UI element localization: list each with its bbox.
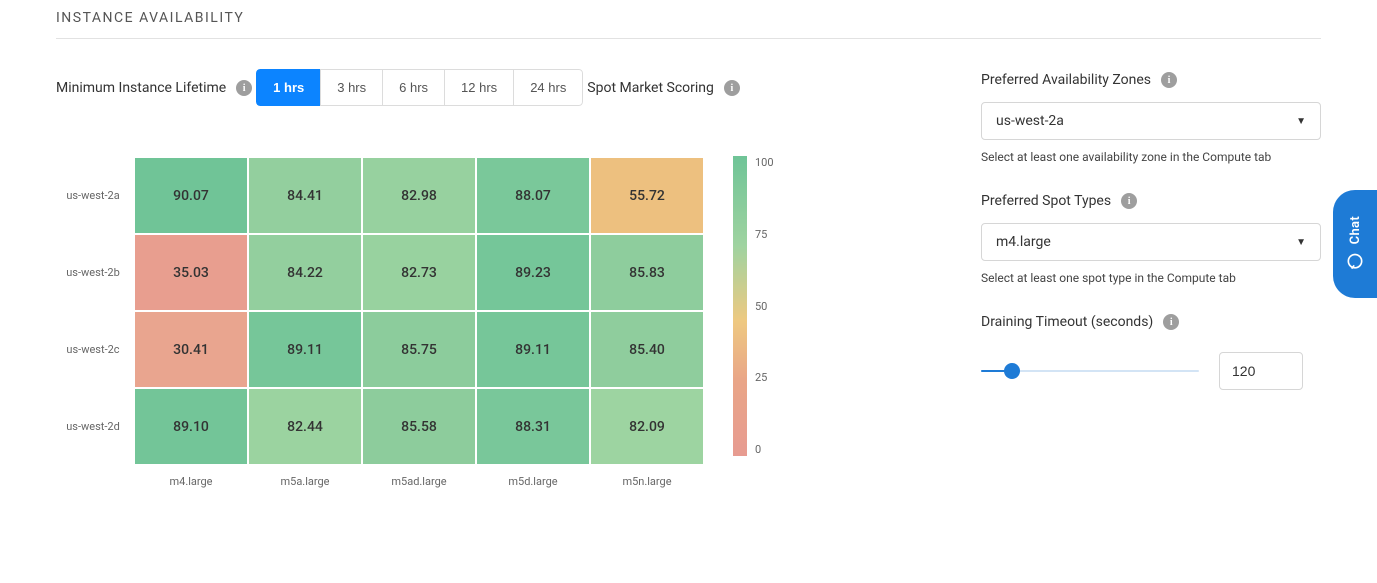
heatmap-cell[interactable]: 35.03 [135, 235, 247, 310]
section-title: INSTANCE AVAILABILITY [56, 10, 1321, 39]
colorbar-tick: 50 [755, 300, 774, 313]
heatmap-cell[interactable]: 82.09 [591, 389, 703, 464]
heatmap-cell[interactable]: 82.98 [363, 158, 475, 233]
heatmap-table: us-west-2a90.0784.4182.9888.0755.72 us-we… [56, 156, 705, 494]
chat-label: Chat [1348, 216, 1363, 244]
draining-input[interactable] [1219, 352, 1303, 390]
heatmap-row-label: us-west-2c [58, 312, 133, 387]
heatmap-cell[interactable]: 55.72 [591, 158, 703, 233]
info-icon[interactable]: i [236, 80, 252, 96]
az-select-value: us-west-2a [996, 113, 1064, 129]
heatmap-cell[interactable]: 89.23 [477, 235, 589, 310]
heatmap-col-label: m5a.large [249, 466, 361, 492]
heatmap-cell[interactable]: 89.10 [135, 389, 247, 464]
heatmap-row-label: us-west-2b [58, 235, 133, 310]
colorbar-tick: 25 [755, 371, 774, 384]
scoring-label: Spot Market Scoring i [587, 80, 740, 96]
lifetime-label: Minimum Instance Lifetime i [56, 80, 252, 96]
chevron-down-icon: ▼ [1296, 237, 1306, 248]
heatmap-cell[interactable]: 89.11 [477, 312, 589, 387]
az-label-text: Preferred Availability Zones [981, 72, 1151, 88]
heatmap-cell[interactable]: 84.41 [249, 158, 361, 233]
lifetime-option[interactable]: 12 hrs [444, 69, 514, 106]
heatmap-cell[interactable]: 30.41 [135, 312, 247, 387]
lifetime-option[interactable]: 3 hrs [320, 69, 383, 106]
chat-tab[interactable]: Chat [1333, 190, 1377, 298]
heatmap-cell[interactable]: 88.07 [477, 158, 589, 233]
spot-types-select-value: m4.large [996, 234, 1051, 250]
info-icon[interactable]: i [724, 80, 740, 96]
heatmap-cell[interactable]: 90.07 [135, 158, 247, 233]
colorbar-tick: 100 [755, 156, 774, 169]
az-helper-text: Select at least one availability zone in… [981, 150, 1321, 164]
heatmap-cell[interactable]: 89.11 [249, 312, 361, 387]
heatmap-col-label: m5d.large [477, 466, 589, 492]
info-icon[interactable]: i [1121, 193, 1137, 209]
info-icon[interactable]: i [1161, 72, 1177, 88]
draining-label-text: Draining Timeout (seconds) [981, 314, 1153, 330]
lifetime-option[interactable]: 6 hrs [382, 69, 445, 106]
heatmap-cell[interactable]: 88.31 [477, 389, 589, 464]
heatmap-colorbar: 100 75 50 25 0 [733, 156, 774, 456]
heatmap-col-label: m4.large [135, 466, 247, 492]
heatmap-col-label: m5n.large [591, 466, 703, 492]
colorbar-gradient [733, 156, 747, 456]
heatmap-cell[interactable]: 82.73 [363, 235, 475, 310]
spot-types-label-text: Preferred Spot Types [981, 193, 1111, 209]
heatmap-cell[interactable]: 84.22 [249, 235, 361, 310]
colorbar-tick: 75 [755, 228, 774, 241]
slider-thumb[interactable] [1004, 363, 1020, 379]
draining-slider[interactable] [981, 361, 1199, 381]
heatmap-row-label: us-west-2d [58, 389, 133, 464]
chat-icon [1345, 252, 1365, 272]
heatmap-col-label: m5ad.large [363, 466, 475, 492]
info-icon[interactable]: i [1163, 314, 1179, 330]
chevron-down-icon: ▼ [1296, 116, 1306, 127]
heatmap-cell[interactable]: 85.58 [363, 389, 475, 464]
draining-label: Draining Timeout (seconds) i [981, 314, 1179, 330]
heatmap-cell[interactable]: 85.40 [591, 312, 703, 387]
lifetime-button-group: 1 hrs3 hrs6 hrs12 hrs24 hrs [256, 69, 583, 106]
az-select[interactable]: us-west-2a ▼ [981, 102, 1321, 140]
lifetime-label-text: Minimum Instance Lifetime [56, 80, 226, 96]
spot-types-label: Preferred Spot Types i [981, 193, 1137, 209]
heatmap-cell[interactable]: 85.75 [363, 312, 475, 387]
spot-types-select[interactable]: m4.large ▼ [981, 223, 1321, 261]
lifetime-option[interactable]: 1 hrs [256, 69, 321, 106]
draining-slider-row [981, 352, 1321, 390]
lifetime-option[interactable]: 24 hrs [513, 69, 583, 106]
spot-types-helper-text: Select at least one spot type in the Com… [981, 271, 1321, 285]
heatmap: us-west-2a90.0784.4182.9888.0755.72 us-we… [56, 156, 796, 494]
az-label: Preferred Availability Zones i [981, 72, 1177, 88]
colorbar-tick: 0 [755, 443, 774, 456]
heatmap-cell[interactable]: 82.44 [249, 389, 361, 464]
heatmap-row-label: us-west-2a [58, 158, 133, 233]
heatmap-cell[interactable]: 85.83 [591, 235, 703, 310]
colorbar-ticks: 100 75 50 25 0 [755, 156, 774, 456]
scoring-label-text: Spot Market Scoring [587, 80, 714, 96]
